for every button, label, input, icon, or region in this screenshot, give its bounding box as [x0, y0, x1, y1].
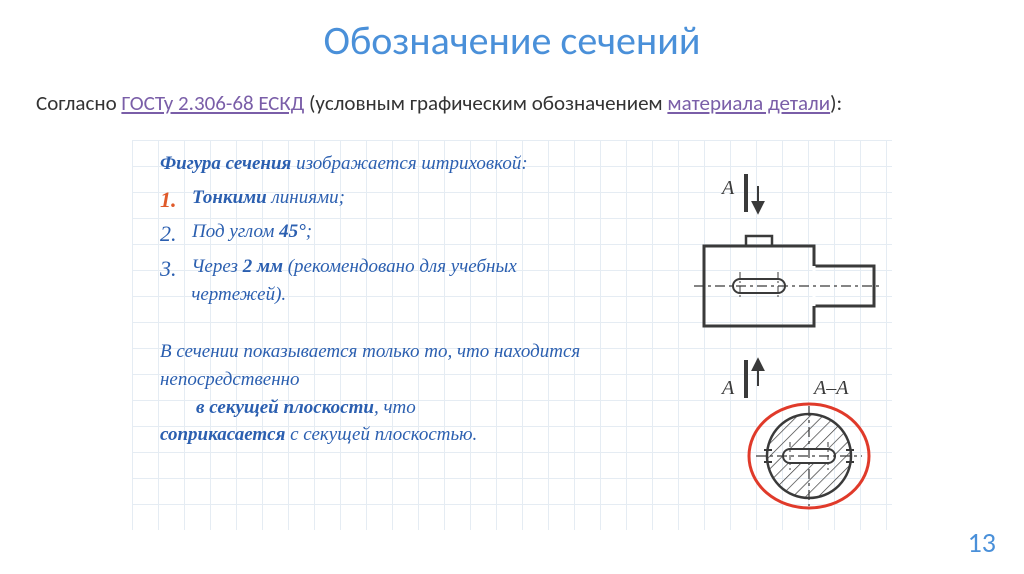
item-number: 1.: [160, 184, 178, 216]
para-line: в секущей плоскости, что: [160, 394, 590, 422]
para-line: В сечении показывается только то, что на…: [160, 338, 590, 393]
hatching-rules-list: 1. Тонкими линиями; 2. Под углом 45°; 3.…: [160, 184, 600, 309]
gost-link[interactable]: ГОСТу 2.306-68 ЕСКД: [121, 90, 304, 116]
section-view: [756, 406, 862, 506]
para-rest: с секущей плоскостью.: [285, 424, 477, 445]
item-text: Под углом 45°;: [192, 218, 312, 250]
label-AA: А–А: [812, 377, 849, 399]
page-number: 13: [968, 525, 996, 560]
para-bold: соприкасается: [160, 424, 285, 445]
item-bold: 45°: [279, 221, 306, 242]
lead-line: Фигура сечения изображается штриховкой:: [160, 150, 600, 178]
list-item: 2. Под углом 45°;: [160, 218, 600, 250]
paragraph: В сечении показывается только то, что на…: [160, 338, 600, 448]
item-text: Через 2 мм (рекомендовано для учебных че…: [191, 253, 600, 308]
engineering-drawing: А А А–А: [624, 156, 884, 516]
para-bold: в секущей плоскости: [196, 397, 374, 418]
item-text: Тонкими линиями;: [192, 184, 345, 216]
intro-suffix: ):: [830, 90, 842, 116]
lead-bold: Фигура сечения: [160, 153, 291, 174]
para-line: соприкасается с секущей плоскостью.: [160, 421, 590, 449]
para-rest: , что: [374, 397, 416, 418]
handwritten-block: Фигура сечения изображается штриховкой: …: [132, 140, 612, 449]
page-title: Обозначение сечений: [0, 0, 1024, 65]
label-A-bottom: А: [720, 377, 735, 399]
label-A-top: А: [720, 177, 735, 199]
content-area: Фигура сечения изображается штриховкой: …: [132, 140, 892, 530]
item-bold: Тонкими: [192, 187, 267, 208]
section-arrow-bottom: А: [720, 360, 758, 399]
item-number: 2.: [160, 218, 178, 250]
item-bold: 2 мм: [243, 256, 283, 277]
intro-mid: (условным графическим обозначением: [309, 90, 667, 116]
lead-rest: изображается штриховкой:: [291, 153, 527, 174]
item-number: 3.: [160, 253, 177, 308]
intro-prefix: Согласно: [36, 90, 121, 116]
intro-paragraph: Согласно ГОСТу 2.306-68 ЕСКД (условным г…: [0, 65, 1024, 126]
section-arrow-top: А: [720, 174, 758, 212]
list-item: 1. Тонкими линиями;: [160, 184, 600, 216]
item-prefix: Через: [191, 256, 242, 277]
item-rest: линиями;: [267, 187, 345, 208]
list-item: 3. Через 2 мм (рекомендовано для учебных…: [160, 253, 600, 308]
material-link[interactable]: материала детали: [667, 90, 830, 116]
